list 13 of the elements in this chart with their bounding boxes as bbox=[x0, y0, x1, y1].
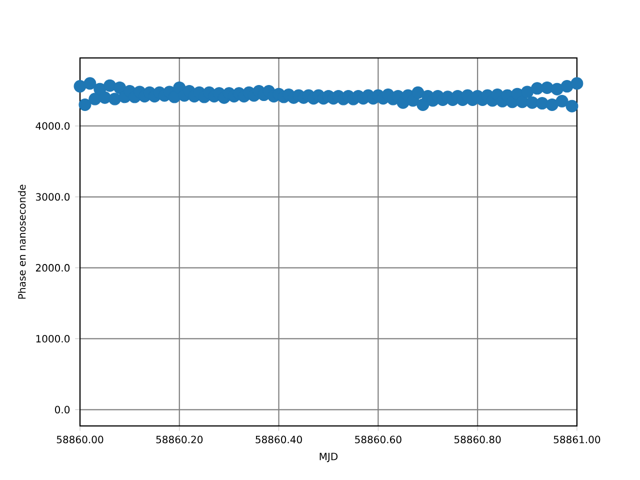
x-tick-label: 58861.00 bbox=[554, 436, 600, 444]
x-tick-label: 58860.20 bbox=[156, 436, 203, 444]
y-tick-label: 4000.0 bbox=[36, 122, 70, 130]
x-tick-label: 58860.00 bbox=[56, 436, 104, 444]
y-tick-label: 1000.0 bbox=[36, 334, 70, 343]
x-tick-label: 58860.60 bbox=[355, 436, 402, 444]
y-tick-label: 0.0 bbox=[54, 406, 70, 414]
x-tick-label: 58860.80 bbox=[454, 436, 501, 444]
x-axis-title: MJD bbox=[320, 452, 338, 462]
y-axis-title: Phase en nanoseconde bbox=[18, 184, 26, 299]
x-tick-label: 58860.40 bbox=[256, 436, 302, 444]
y-tick-label: 2000.0 bbox=[36, 264, 70, 272]
y-tick-label: 3000.0 bbox=[36, 193, 70, 201]
